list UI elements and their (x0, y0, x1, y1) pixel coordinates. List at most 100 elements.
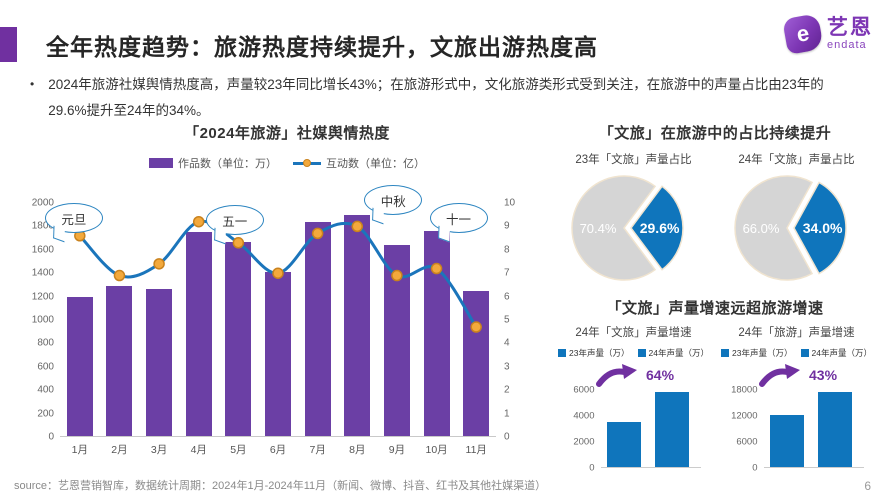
left-axis-tick: 1400 (31, 267, 54, 279)
left-axis-tick: 600 (37, 361, 54, 373)
right-column: 「文旅」在旅游中的占比持续提升 23年「文旅」声量占比 70.4% 29.6% 2… (552, 122, 878, 474)
right-axis-tick: 3 (504, 361, 510, 373)
mini-chart-wenlv: 24年「文旅」声量增速 23年声量（万） 24年声量（万） 64% 6000 40… (552, 324, 715, 474)
mini-legend-label: 24年声量（万） (648, 348, 709, 358)
main-plot: 元旦 五一 中秋 十一 (44, 185, 496, 437)
x-axis-label: 9月 (388, 444, 406, 456)
x-axis-label: 5月 (230, 444, 247, 456)
pie-24-chart: 66.0% 34.0% (733, 175, 847, 281)
x-axis-label: 2月 (111, 444, 128, 456)
left-axis-tick: 1200 (31, 291, 54, 303)
left-axis-tick: 1800 (31, 220, 54, 232)
mini-wenlv-plot (600, 390, 701, 468)
source-note: source：艺恩营销智库，数据统计周期：2024年1月-2024年11月（新闻… (14, 480, 547, 492)
mini-legend-label: 23年声量（万） (732, 348, 793, 358)
endata-logo: e 艺恩 endata (782, 13, 873, 55)
pie-section-title: 「文旅」在旅游中的占比持续提升 (598, 125, 832, 142)
mini-chart-lvyou: 24年「旅游」声量增速 23年声量（万） 24年声量（万） 43% 18000 1… (715, 324, 878, 474)
bar (66, 296, 93, 436)
main-left-axis: 2000 1800 1600 1400 1200 1000 800 600 400 200 0 (26, 198, 60, 443)
right-axis-tick: 2 (504, 384, 510, 396)
pie-block-24: 24年「文旅」声量占比 66.0% 34.0% (715, 151, 878, 287)
right-axis-tick: 7 (504, 267, 510, 279)
main-chart-title: 「2024年旅游」社媒舆情热度 (184, 125, 390, 142)
mini-bar (606, 421, 641, 467)
x-axis-label: 4月 (190, 444, 207, 456)
right-axis-tick: 1 (504, 408, 510, 420)
mini-axis-tick: 6000 (573, 384, 595, 396)
bar (185, 232, 212, 436)
left-axis-tick: 1600 (31, 244, 54, 256)
mini-lvyou-y-axis: 18000 12000 6000 0 (730, 385, 764, 474)
mini-lvyou-legend: 23年声量（万） 24年声量（万） (721, 347, 872, 359)
bar (304, 221, 331, 436)
endata-e-icon: e (782, 13, 824, 55)
growth-arrow-icon (759, 364, 800, 387)
x-axis-label: 7月 (309, 444, 326, 456)
left-axis-tick: 2000 (31, 197, 54, 209)
line-swatch-icon (293, 158, 321, 167)
svg-text:70.4%: 70.4% (579, 221, 616, 236)
left-axis-tick: 200 (37, 408, 54, 420)
summary-bullet: • 2024年旅游社媒舆情热度高，声量较23年同比增长43%；在旅游形式中，文化… (30, 72, 838, 125)
pie-24-subtitle: 24年「文旅」声量占比 (738, 154, 855, 166)
mini-legend-label: 24年声量（万） (811, 348, 872, 358)
mini-legend-label: 23年声量（万） (569, 348, 630, 358)
pie-row: 23年「文旅」声量占比 70.4% 29.6% 24年「文旅」声量占比 66.0%… (552, 151, 878, 287)
legend-square-icon (637, 349, 646, 357)
bar (146, 288, 173, 436)
mini-axis-tick: 18000 (731, 384, 758, 396)
mini-axis-tick: 6000 (736, 436, 758, 448)
growth-pct-lvyou: 43% (809, 367, 838, 383)
pie-block-23: 23年「文旅」声量占比 70.4% 29.6% (552, 151, 715, 287)
dot-swatch-icon (303, 158, 311, 167)
mini-axis-tick: 4000 (573, 410, 595, 422)
bar (265, 272, 291, 436)
growth-pct-wenlv: 64% (646, 367, 675, 383)
mini-axis-tick: 0 (752, 462, 758, 474)
pie-23-chart: 70.4% 29.6% (570, 175, 684, 281)
mini-lvyou-plot (763, 390, 864, 468)
mini-wenlv-legend: 23年声量（万） 24年声量（万） (558, 347, 709, 359)
bar-swatch-icon (149, 158, 173, 168)
svg-text:66.0%: 66.0% (742, 221, 779, 236)
svg-text:34.0%: 34.0% (802, 220, 842, 236)
mini-wenlv-subtitle: 24年「文旅」声量增速 (575, 327, 692, 339)
title-accent-bar (0, 27, 17, 62)
main-chart-legend: 作品数（单位：万） 互动数（单位：亿） (26, 155, 548, 171)
bullet-marker: • (30, 77, 35, 91)
legend-item-bars: 作品数（单位：万） (149, 155, 277, 171)
legend-label-bars: 作品数（单位：万） (178, 158, 277, 170)
legend-label-line: 互动数（单位：亿） (326, 158, 425, 170)
summary-text: 2024年旅游社媒舆情热度高，声量较23年同比增长43%；在旅游形式中，文化旅游… (48, 77, 824, 119)
main-chart-body: 2000 1800 1600 1400 1200 1000 800 600 400 200 0 元旦… (26, 185, 548, 443)
main-chart-panel: 「2024年旅游」社媒舆情热度 作品数（单位：万） 互动数（单位：亿） 2000… (26, 122, 548, 457)
growth-arrow-icon (596, 364, 637, 387)
mini-bar (654, 392, 689, 467)
mini-bar (769, 415, 804, 467)
x-axis-label: 3月 (150, 444, 168, 456)
right-axis-tick: 10 (504, 197, 516, 209)
right-axis-tick: 4 (504, 337, 510, 349)
bar (106, 286, 133, 436)
right-axis-tick: 0 (504, 431, 510, 443)
svg-text:29.6%: 29.6% (639, 220, 679, 236)
left-axis-tick: 800 (37, 337, 54, 349)
right-axis-tick: 9 (504, 220, 510, 232)
mini-axis-tick: 0 (589, 462, 595, 474)
left-axis-tick: 1000 (31, 314, 54, 326)
page-number: 6 (864, 479, 871, 493)
x-axis-label: 10月 (425, 444, 448, 456)
holiday-callout: 元旦 (44, 203, 103, 233)
left-axis-tick: 400 (37, 384, 54, 396)
x-axis-label: 6月 (269, 444, 287, 456)
holiday-callout: 中秋 (364, 185, 423, 215)
interaction-line-layer (74, 215, 482, 333)
mini-axis-tick: 2000 (573, 436, 595, 448)
logo-brand-en: endata (827, 39, 867, 51)
main-right-axis: 10 9 8 7 6 5 4 3 2 1 0 (496, 198, 520, 443)
holiday-callout: 十一 (429, 203, 488, 233)
legend-square-icon (558, 349, 567, 357)
x-axis-label: 11月 (465, 444, 487, 456)
